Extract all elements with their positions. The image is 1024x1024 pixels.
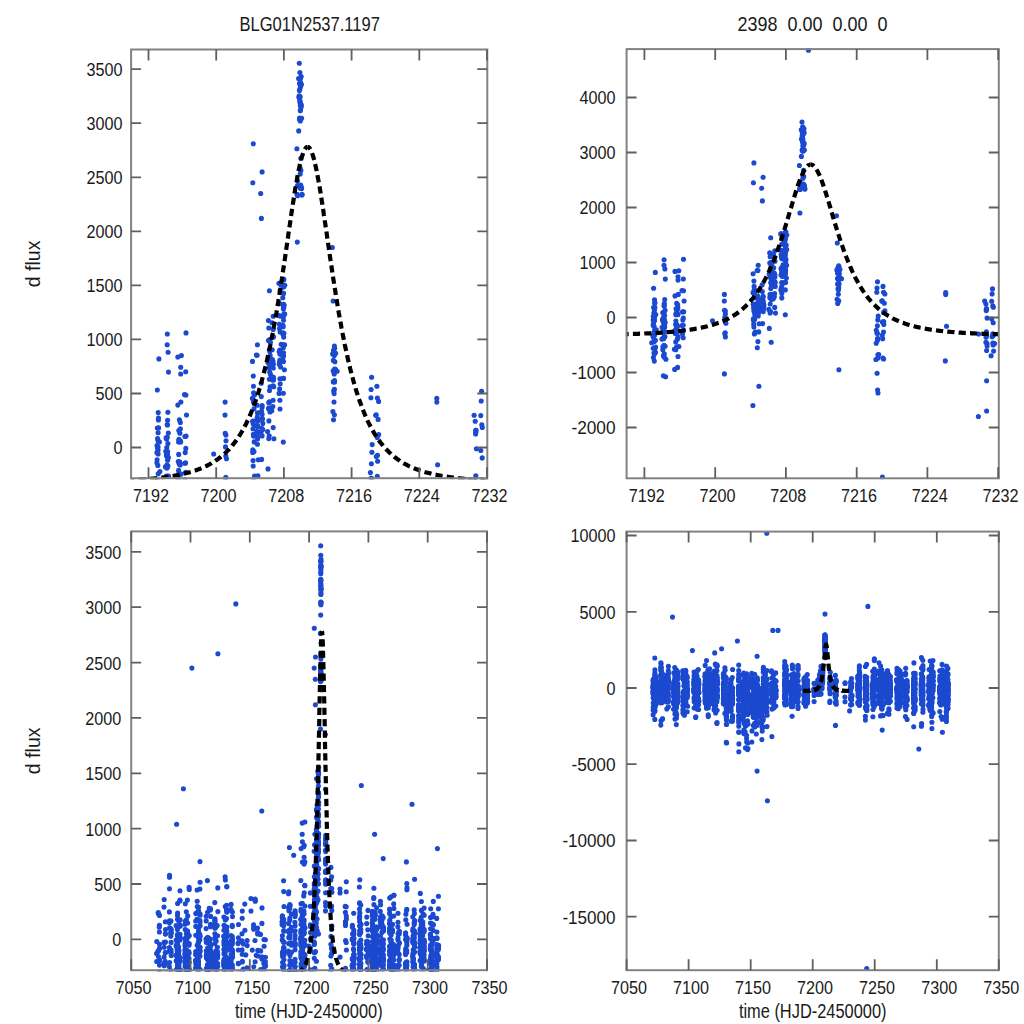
svg-text:7350: 7350 (983, 977, 1019, 998)
svg-text:7150: 7150 (234, 977, 270, 998)
svg-text:0: 0 (112, 929, 121, 950)
svg-text:1500: 1500 (87, 275, 123, 296)
svg-text:7232: 7232 (983, 485, 1019, 506)
svg-text:7232: 7232 (471, 485, 507, 506)
svg-text:7224: 7224 (404, 485, 440, 506)
svg-text:7200: 7200 (201, 485, 237, 506)
svg-text:BLG01N2537.1197: BLG01N2537.1197 (239, 12, 380, 35)
svg-text:2500: 2500 (87, 167, 123, 188)
svg-text:2398 0.00 0.00 0: 2398 0.00 0.00 0 (738, 12, 888, 35)
svg-text:3000: 3000 (87, 113, 123, 134)
svg-text:2000: 2000 (85, 708, 121, 729)
svg-text:7216: 7216 (336, 485, 372, 506)
svg-text:500: 500 (94, 874, 121, 895)
svg-text:7224: 7224 (912, 485, 948, 506)
svg-text:-10000: -10000 (562, 830, 615, 851)
svg-text:7208: 7208 (268, 485, 304, 506)
svg-text:d flux: d flux (23, 240, 45, 287)
svg-text:7200: 7200 (294, 977, 330, 998)
svg-text:5000: 5000 (580, 602, 616, 623)
svg-text:2000: 2000 (580, 197, 616, 218)
svg-text:7192: 7192 (133, 485, 169, 506)
svg-text:7050: 7050 (611, 977, 647, 998)
svg-text:2500: 2500 (85, 653, 121, 674)
svg-text:7100: 7100 (673, 977, 709, 998)
svg-text:7216: 7216 (841, 485, 877, 506)
svg-text:7300: 7300 (412, 977, 448, 998)
svg-text:d flux: d flux (23, 727, 45, 774)
svg-text:-15000: -15000 (562, 907, 615, 928)
svg-text:-5000: -5000 (571, 754, 615, 775)
svg-text:7300: 7300 (921, 977, 957, 998)
svg-text:7200: 7200 (700, 485, 736, 506)
svg-text:7208: 7208 (770, 485, 806, 506)
svg-text:2000: 2000 (87, 221, 123, 242)
svg-text:3000: 3000 (580, 142, 616, 163)
svg-text:7100: 7100 (175, 977, 211, 998)
svg-text:4000: 4000 (580, 87, 616, 108)
svg-text:7200: 7200 (797, 977, 833, 998)
svg-text:7050: 7050 (116, 977, 152, 998)
svg-text:500: 500 (96, 383, 123, 404)
svg-text:0: 0 (607, 307, 616, 328)
svg-text:10000: 10000 (571, 525, 616, 546)
svg-text:7250: 7250 (859, 977, 895, 998)
svg-text:0: 0 (114, 437, 123, 458)
svg-text:1000: 1000 (85, 819, 121, 840)
svg-text:3500: 3500 (85, 542, 121, 563)
svg-text:time (HJD-2450000): time (HJD-2450000) (739, 1000, 887, 1022)
svg-text:0: 0 (607, 678, 616, 699)
svg-text:7250: 7250 (353, 977, 389, 998)
svg-text:1500: 1500 (85, 763, 121, 784)
svg-text:7192: 7192 (629, 485, 665, 506)
svg-text:time (HJD-2450000): time (HJD-2450000) (235, 1000, 383, 1022)
svg-text:1000: 1000 (87, 329, 123, 350)
svg-text:1000: 1000 (580, 252, 616, 273)
svg-text:7150: 7150 (735, 977, 771, 998)
svg-text:-2000: -2000 (571, 417, 615, 438)
svg-text:7350: 7350 (471, 977, 507, 998)
svg-text:-1000: -1000 (571, 362, 615, 383)
svg-text:3500: 3500 (87, 59, 123, 80)
svg-text:3000: 3000 (85, 597, 121, 618)
